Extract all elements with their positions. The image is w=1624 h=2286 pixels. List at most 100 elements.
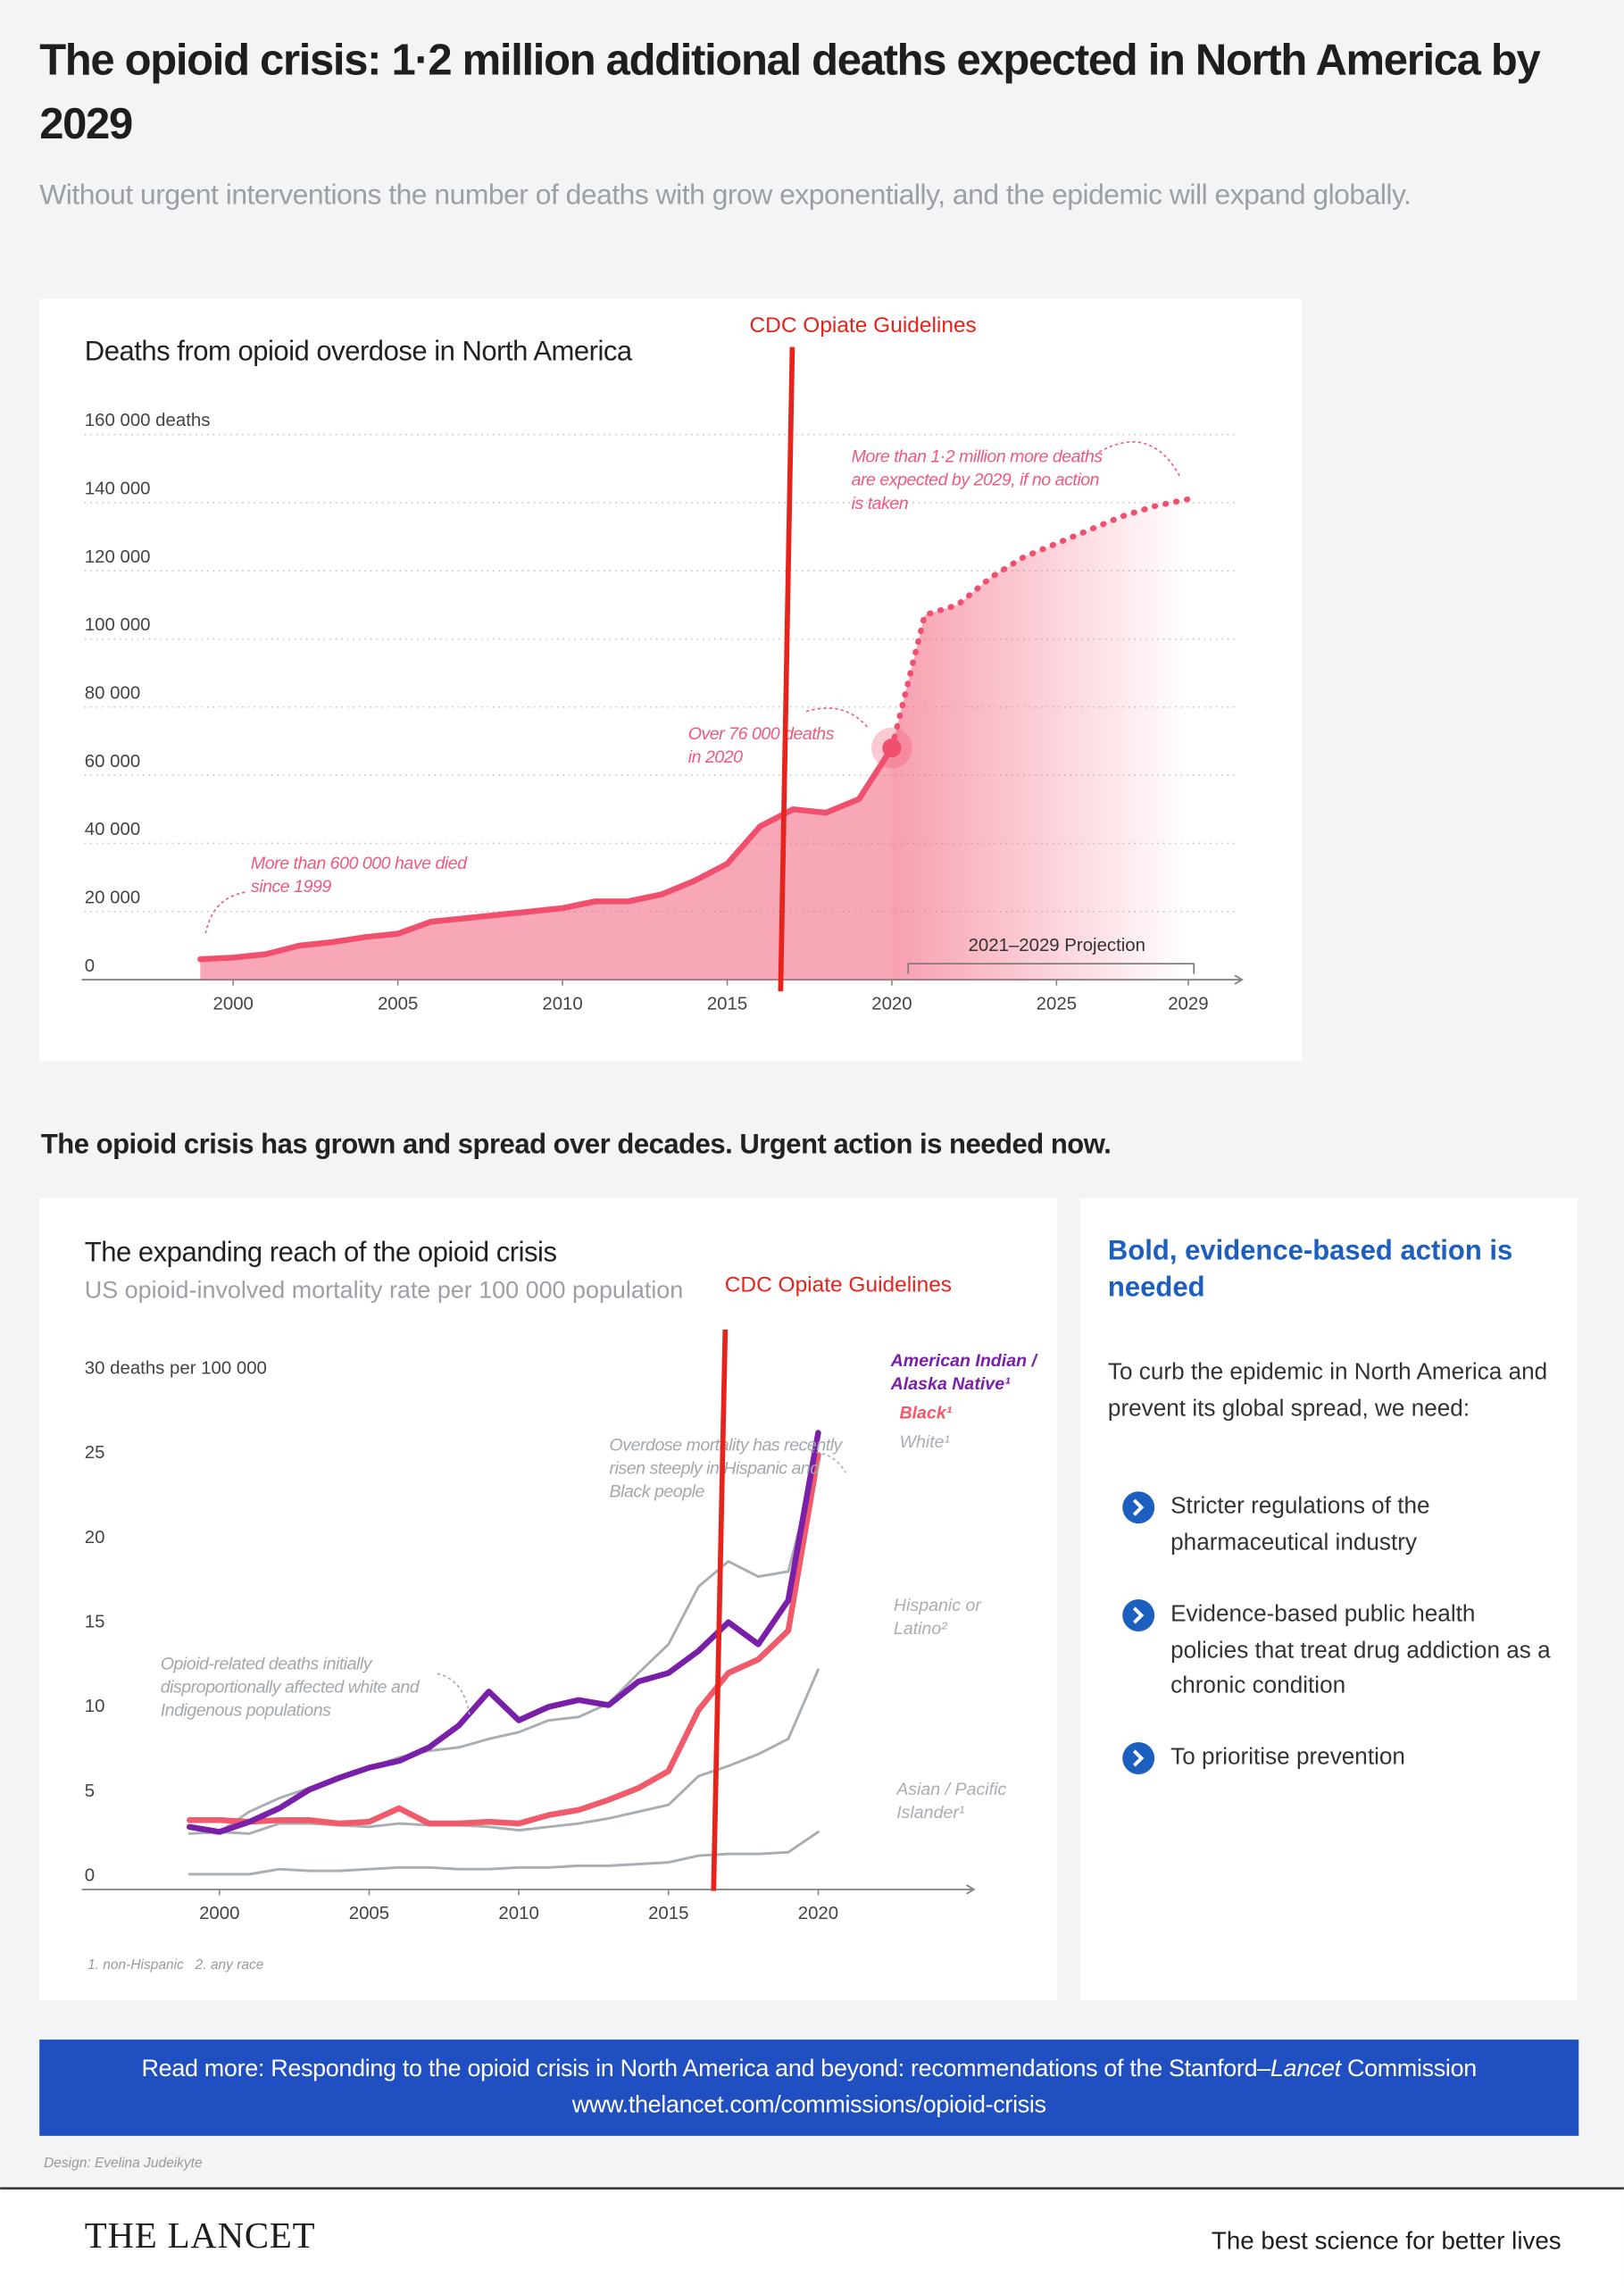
series-line	[186, 1451, 821, 1827]
page-subtitle: Without urgent interventions the number …	[39, 179, 1412, 212]
reference-label: CDC Opiate Guidelines	[749, 313, 976, 338]
series-label: American Indian / Alaska Native¹	[890, 1349, 1037, 1394]
annotation: Opioid-related deaths initially dispropo…	[160, 1653, 420, 1721]
area-fill	[891, 499, 1188, 980]
annotation-arrow	[805, 707, 870, 730]
series-label: Hispanic or Latino²	[893, 1595, 981, 1639]
tagline: The best science for better lives	[1212, 2226, 1562, 2254]
sidebar-intro: To curb the epidemic in North America an…	[1107, 1360, 1548, 1422]
x-tick-label: 2005	[378, 994, 418, 1014]
series-label-box: White¹	[899, 1431, 950, 1452]
y-tick-label: 140 000	[85, 480, 151, 499]
x-tick-label: 2000	[199, 1904, 239, 1923]
sidebar-title: Bold, evidence-based action is needed	[1107, 1236, 1513, 1304]
sidebar-intro-box: To curb the epidemic in North America an…	[1107, 1360, 1548, 1422]
banner-text: Read more: Responding to the opioid cris…	[39, 2051, 1578, 2124]
x-tick-label: 2020	[798, 1904, 838, 1923]
annotation-box: More than 1·2 million more deaths are ex…	[851, 446, 1103, 513]
reference-line	[711, 1329, 729, 1891]
series-line	[187, 1453, 820, 1833]
series-label-box: Asian / Pacific Islander¹	[896, 1778, 1007, 1823]
annotation: More than 600 000 have died since 1999	[250, 853, 467, 897]
y-tick-label: 5	[85, 1781, 95, 1801]
sidebar-item: Evidence-based public health policies th…	[1170, 1602, 1551, 1699]
banner	[39, 2040, 1579, 2136]
banner-line: Read more: Responding to the opioid cris…	[141, 2056, 1271, 2082]
series-line	[186, 1430, 821, 1835]
banner-url: www.thelancet.com/commissions/opioid-cri…	[571, 2091, 1046, 2119]
footer	[0, 2190, 1624, 2286]
series-label-box: American Indian / Alaska Native¹	[890, 1349, 1037, 1394]
section-heading: The opioid crisis has grown and spread o…	[40, 1130, 1112, 1161]
banner-line: Commission	[1340, 2056, 1477, 2082]
y-tick-label: 30 deaths per 100 000	[85, 1358, 267, 1378]
brand: THE LANCET	[85, 2215, 316, 2256]
annotation: Overdose mortality has recently risen st…	[609, 1434, 843, 1502]
series-label: Asian / Pacific Islander¹	[896, 1778, 1007, 1823]
y-tick-label: 60 000	[85, 752, 140, 772]
annotation-box: Over 76 000 deaths in 2020	[687, 722, 834, 767]
chart-title: The expanding reach of the opioid crisis	[85, 1236, 557, 1267]
x-tick-label: 2010	[542, 994, 582, 1014]
subtitle-box: Without urgent interventions the number …	[39, 179, 1412, 212]
sidebar-item: Stricter regulations of the pharmaceutic…	[1170, 1494, 1430, 1556]
series-label-box: Hispanic or Latino²	[893, 1595, 981, 1639]
annotation-box: More than 600 000 have died since 1999	[250, 853, 467, 897]
section-heading-box: The opioid crisis has grown and spread o…	[40, 1130, 1112, 1161]
footnote: 1. non-Hispanic 2. any race	[87, 1957, 264, 1973]
sidebar-item-box: To prioritise prevention	[1170, 1745, 1405, 1771]
sidebar-item: To prioritise prevention	[1170, 1745, 1405, 1771]
annotation-box: Opioid-related deaths initially dispropo…	[160, 1653, 420, 1721]
y-tick-label: 15	[85, 1613, 105, 1632]
sidebar-panel	[1079, 1198, 1578, 2000]
sidebar-title-box: Bold, evidence-based action is needed	[1107, 1236, 1513, 1304]
projection-label: 2021–2029 Projection	[969, 936, 1145, 955]
y-tick-label: 0	[85, 956, 95, 976]
annotation-arrow	[204, 891, 246, 934]
chart-subtitle: US opioid-involved mortality rate per 10…	[85, 1277, 683, 1304]
projection-bracket	[907, 963, 1195, 974]
y-tick-label: 80 000	[85, 684, 140, 704]
title-box: The opioid crisis: 1·2 million additiona…	[39, 36, 1541, 149]
x-tick-label: 2010	[498, 1904, 538, 1923]
sidebar-item-box: Stricter regulations of the pharmaceutic…	[1170, 1494, 1430, 1556]
y-tick-label: 0	[85, 1866, 95, 1886]
x-tick-label: 2015	[707, 994, 747, 1014]
series-label: Black¹	[899, 1402, 953, 1423]
series-line	[187, 1668, 820, 1835]
chart-title: Deaths from opioid overdose in North Ame…	[85, 335, 633, 366]
x-tick-label: 2000	[213, 994, 254, 1014]
y-tick-label: 20 000	[85, 889, 140, 908]
y-tick-label: 120 000	[85, 547, 151, 567]
y-tick-label: 40 000	[85, 820, 140, 839]
y-tick-label: 10	[85, 1697, 105, 1716]
annotation: Over 76 000 deaths in 2020	[687, 722, 834, 767]
series-line	[888, 496, 1192, 751]
page-title: The opioid crisis: 1·2 million additiona…	[39, 36, 1541, 149]
x-tick-label: 2005	[349, 1904, 389, 1923]
series-line	[197, 745, 895, 963]
banner-italic: Lancet	[1270, 2056, 1341, 2082]
reference-label: CDC Opiate Guidelines	[725, 1272, 952, 1297]
bullet-icon	[1122, 1491, 1155, 1774]
annotation-box: Overdose mortality has recently risen st…	[609, 1434, 843, 1502]
sidebar-item-box: Evidence-based public health policies th…	[1170, 1602, 1551, 1699]
y-tick-label: 160 000 deaths	[85, 411, 211, 430]
axis-arrow	[966, 1884, 976, 1895]
annotation: More than 1·2 million more deaths are ex…	[851, 446, 1103, 513]
series-label-box: Black¹	[899, 1402, 953, 1423]
banner-text-box: Read more: Responding to the opioid cris…	[39, 2051, 1578, 2124]
x-tick-label: 2025	[1037, 994, 1077, 1014]
y-tick-label: 20	[85, 1528, 105, 1548]
y-tick-label: 100 000	[85, 615, 151, 635]
reference-line	[778, 346, 795, 992]
annotation-arrow	[1098, 441, 1182, 479]
credit: Design: Evelina Judeikyte	[44, 2156, 203, 2171]
x-tick-label: 2029	[1168, 994, 1208, 1014]
x-tick-label: 2015	[648, 1904, 688, 1923]
x-tick-label: 2020	[871, 994, 912, 1014]
y-tick-label: 25	[85, 1443, 105, 1463]
area-fill	[200, 747, 892, 980]
